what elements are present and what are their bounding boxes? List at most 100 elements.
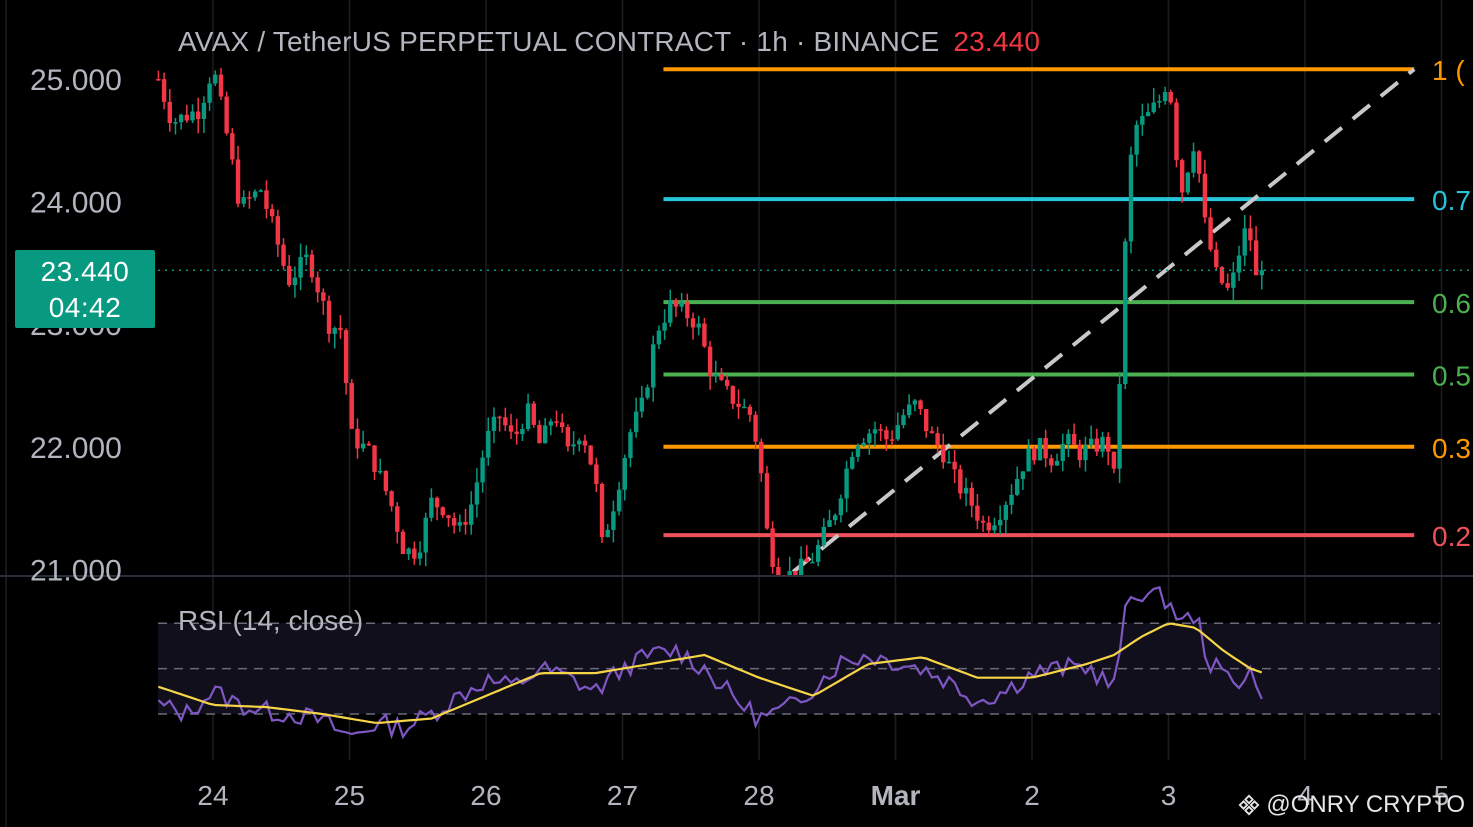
- candle-body: [645, 387, 650, 398]
- candle-body: [184, 114, 190, 121]
- rsi-pane[interactable]: [157, 586, 1440, 740]
- candle-body: [241, 197, 246, 204]
- candle-body: [1225, 283, 1230, 288]
- fibonacci-retracement[interactable]: 1 (0.7 0.6 0.5 0.3 0.2: [663, 55, 1471, 552]
- candle-body: [480, 457, 485, 483]
- candle-body: [997, 519, 1003, 526]
- price-tick-label: 24.000: [30, 187, 122, 220]
- candle-body: [724, 379, 730, 387]
- candle-body: [827, 520, 832, 527]
- candle-body: [161, 79, 167, 102]
- fib-level-label: 0.2: [1432, 521, 1471, 552]
- candle-body: [1032, 448, 1037, 461]
- candle-body: [918, 400, 923, 410]
- price-tick-label: 22.000: [30, 432, 122, 465]
- candle-body: [304, 254, 309, 258]
- candle-body: [167, 101, 172, 124]
- time-tick-label: 4: [1297, 780, 1313, 811]
- candle-body: [269, 208, 275, 217]
- candle-body: [360, 443, 366, 449]
- candle-body: [156, 79, 161, 81]
- price-tick-label: 21.000: [30, 554, 122, 587]
- candle-body: [434, 497, 440, 508]
- candle-body: [1202, 173, 1208, 218]
- candle-body: [1094, 438, 1100, 452]
- candle-body: [1111, 451, 1117, 469]
- candle-body: [207, 83, 212, 103]
- candle-body: [1208, 217, 1213, 250]
- time-tick-label: 24: [197, 780, 228, 811]
- candle-body: [491, 416, 497, 431]
- candle-body: [855, 445, 861, 457]
- candle-body: [906, 404, 912, 416]
- candle-body: [343, 330, 349, 384]
- candle-body: [986, 522, 991, 531]
- candle-body: [469, 504, 474, 525]
- candle-body: [514, 431, 519, 435]
- candle-body: [230, 133, 235, 160]
- rsi-indicator-label[interactable]: RSI (14, close): [178, 605, 364, 636]
- candle-body: [844, 468, 849, 499]
- fib-level-label: 1 (: [1432, 55, 1465, 86]
- trend-line[interactable]: [791, 67, 1416, 574]
- candle-body: [793, 571, 798, 575]
- time-axis[interactable]: 24 25 26 27 28 Mar 2 3 4 5: [197, 780, 1449, 811]
- dashed-trend-line: [791, 67, 1416, 574]
- candle-body: [508, 425, 514, 432]
- watermark-text: @ONRY CRYPTO: [1266, 791, 1465, 818]
- candle-body: [463, 522, 468, 525]
- time-tick-label: 25: [334, 780, 365, 811]
- candle-body: [690, 318, 696, 328]
- candle-body: [1145, 112, 1151, 116]
- candle-body: [1259, 270, 1264, 276]
- fib-level-label: 0.6: [1432, 288, 1471, 319]
- candle-body: [730, 386, 736, 404]
- candle-body: [372, 445, 377, 473]
- candle-body: [196, 111, 201, 119]
- candle-body: [1060, 444, 1065, 461]
- candle-body: [702, 323, 707, 347]
- watermark: @ONRY CRYPTO: [1238, 791, 1465, 819]
- candle-body: [338, 327, 343, 331]
- candle-body: [889, 439, 895, 441]
- candle-body: [258, 190, 263, 192]
- candle-body: [497, 416, 502, 419]
- candle-body: [850, 456, 855, 469]
- candle-body: [935, 433, 940, 446]
- candle-body: [1253, 240, 1259, 276]
- candle-body: [1242, 228, 1247, 256]
- candle-body: [1134, 124, 1139, 155]
- candle-body: [525, 403, 531, 430]
- candle-body: [542, 425, 548, 444]
- candle-body: [582, 440, 588, 446]
- candle-body: [548, 421, 554, 426]
- candle-body: [366, 443, 372, 446]
- candle-body: [776, 566, 781, 575]
- candle-body: [355, 428, 360, 449]
- candle-body: [1026, 448, 1031, 472]
- candle-body: [764, 473, 770, 529]
- candle-body: [1083, 445, 1088, 461]
- candle-body: [1077, 444, 1082, 461]
- candle-body: [423, 517, 428, 553]
- candle-body: [201, 102, 207, 119]
- candle-body: [412, 548, 417, 559]
- candle-body: [378, 470, 383, 473]
- candle-body: [520, 429, 525, 435]
- candle-body: [1100, 436, 1105, 452]
- candle-body: [707, 346, 713, 377]
- candle-body: [389, 491, 394, 507]
- candle-body: [1020, 471, 1026, 479]
- candle-body: [804, 558, 809, 562]
- candle-body: [969, 487, 974, 506]
- candle-body: [1054, 460, 1060, 466]
- candle-body: [178, 114, 184, 123]
- candle-body: [577, 440, 582, 445]
- candle-body: [395, 506, 400, 532]
- candle-body: [1128, 154, 1134, 242]
- candle-body: [190, 111, 195, 121]
- candle-body: [633, 411, 639, 433]
- candle-body: [1037, 438, 1043, 461]
